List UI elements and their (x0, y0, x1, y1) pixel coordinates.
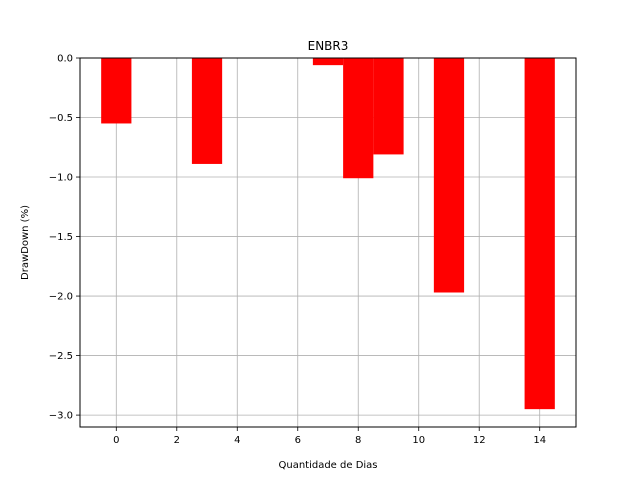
plot-frame (79, 57, 577, 428)
x-axis-label: Quantidade de Dias (278, 460, 377, 471)
y-tick-label: 0.0 (57, 54, 73, 65)
y-axis-ticks: 0.0 −0.5 −1.0 −1.5 −2.0 −2.5 −3.0 (49, 54, 80, 422)
x-axis-ticks: 0 2 4 6 8 10 12 14 (113, 427, 546, 446)
bar (343, 58, 374, 179)
bar (373, 58, 404, 155)
bars (101, 58, 555, 410)
x-tick-label: 2 (174, 435, 180, 446)
x-tick-label: 4 (234, 435, 240, 446)
x-tick-label: 6 (295, 435, 301, 446)
y-tick-label: −1.0 (49, 173, 73, 184)
bar (312, 58, 344, 66)
x-tick-label: 8 (355, 435, 361, 446)
y-tick-label: −0.5 (49, 113, 73, 124)
y-tick-label: −2.5 (49, 351, 73, 362)
grid-lines (80, 57, 576, 427)
bar (191, 58, 223, 164)
bar (101, 58, 132, 124)
x-tick-label: 14 (533, 435, 546, 446)
y-tick-label: −3.0 (49, 411, 73, 422)
y-axis-label: DrawDown (%) (20, 205, 31, 280)
chart-title: ENBR3 (308, 39, 349, 53)
y-tick-label: −2.0 (49, 292, 73, 303)
bar (433, 58, 465, 293)
x-tick-label: 0 (113, 435, 119, 446)
y-tick-label: −1.5 (49, 232, 73, 243)
x-tick-label: 12 (473, 435, 486, 446)
bar (524, 58, 555, 410)
x-tick-label: 10 (412, 435, 425, 446)
